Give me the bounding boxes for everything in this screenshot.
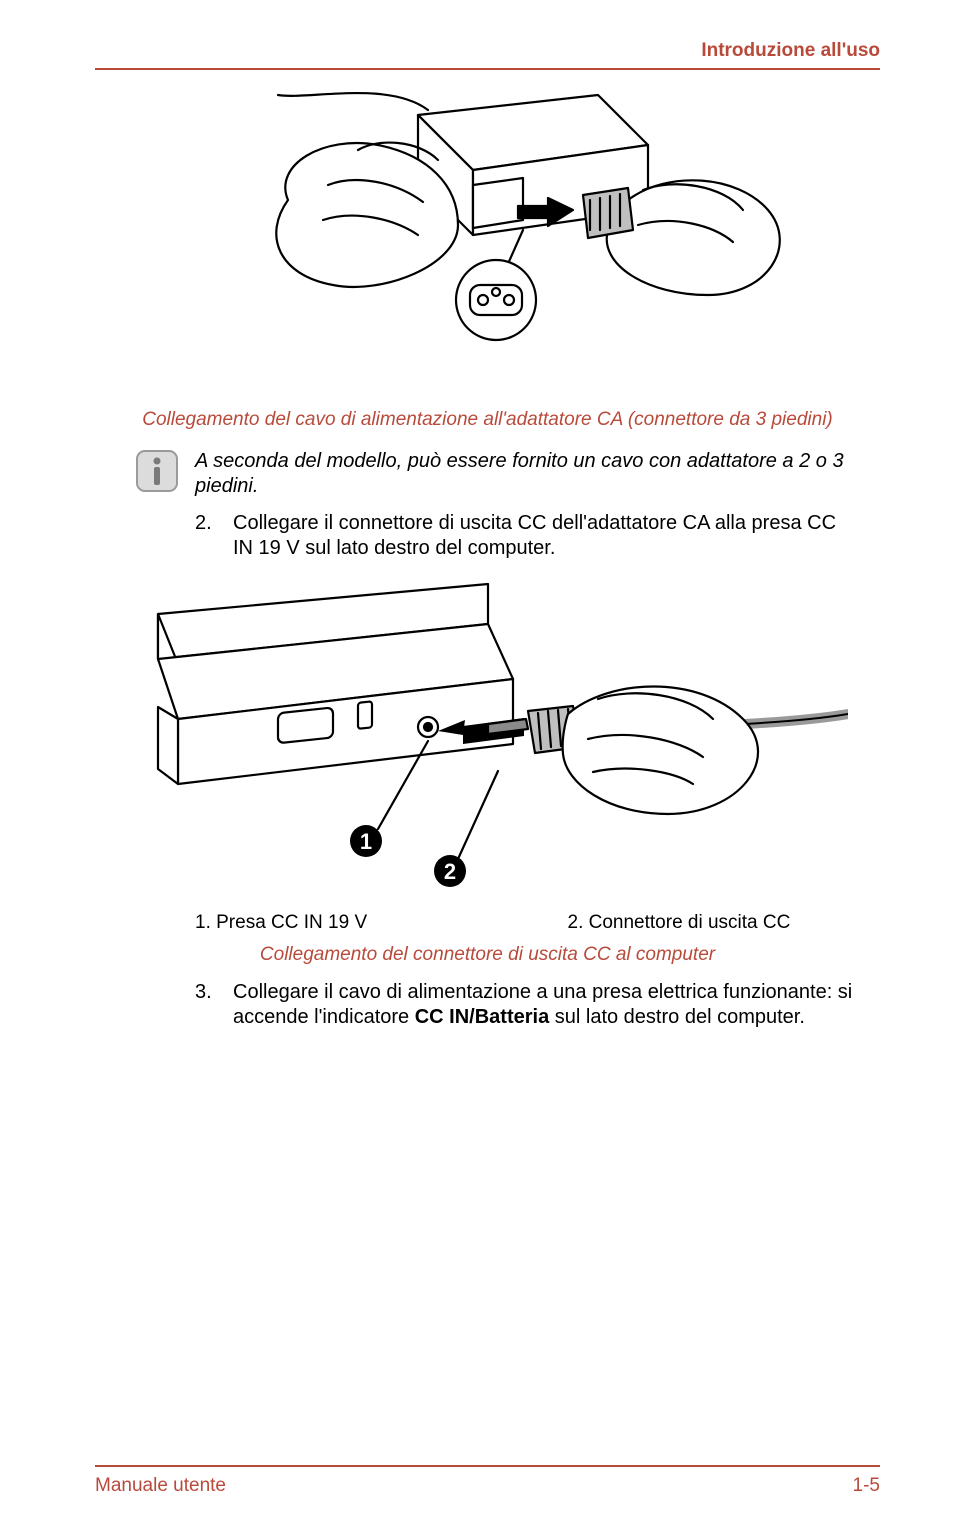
legend-item-2: 2. Connettore di uscita CC xyxy=(568,912,881,934)
callout-1-label: 1 xyxy=(359,829,371,854)
info-icon xyxy=(135,449,179,493)
figure-2-caption: Collegamento del connettore di uscita CC… xyxy=(95,944,880,966)
section-header: Introduzione all'uso xyxy=(95,40,880,70)
figure-1-caption: Collegamento del cavo di alimentazione a… xyxy=(95,409,880,431)
step-2-text: Collegare il connettore di uscita CC del… xyxy=(233,511,860,561)
footer-right: 1-5 xyxy=(853,1475,880,1497)
info-note-text: A seconda del modello, può essere fornit… xyxy=(195,449,880,499)
footer-left: Manuale utente xyxy=(95,1475,226,1497)
step-2-number: 2. xyxy=(195,511,219,536)
callout-2-label: 2 xyxy=(443,859,455,884)
step-2: 2. Collegare il connettore di uscita CC … xyxy=(195,511,860,561)
step-3-number: 3. xyxy=(195,980,219,1005)
legend-item-1: 1. Presa CC IN 19 V xyxy=(195,912,508,934)
page-footer: Manuale utente 1-5 xyxy=(95,1465,880,1497)
figure-1 xyxy=(95,90,880,385)
adapter-connection-illustration xyxy=(128,90,848,380)
step-3-text: Collegare il cavo di alimentazione a una… xyxy=(233,980,860,1030)
figure-2: 1 2 xyxy=(95,579,880,894)
step-3: 3. Collegare il cavo di alimentazione a … xyxy=(195,980,860,1030)
figure-2-legend: 1. Presa CC IN 19 V 2. Connettore di usc… xyxy=(195,912,880,934)
